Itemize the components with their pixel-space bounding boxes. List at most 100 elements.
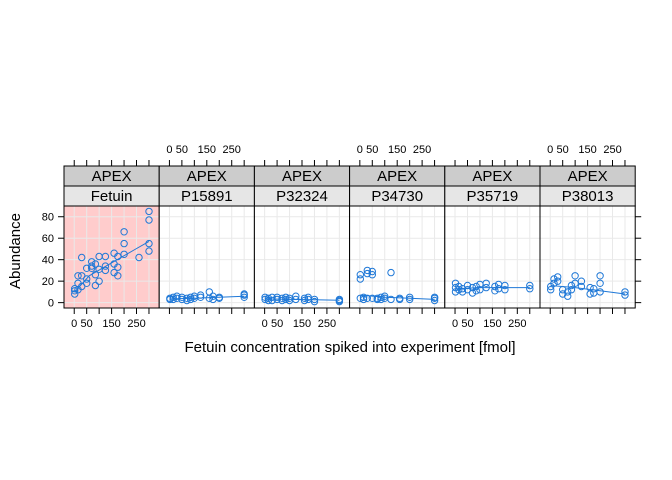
y-axis: 0 20 40 60 80 bbox=[42, 212, 642, 310]
data-point bbox=[368, 267, 376, 276]
data-point bbox=[114, 272, 122, 280]
data-point bbox=[120, 228, 128, 236]
data-point bbox=[91, 260, 100, 268]
data-point bbox=[135, 253, 143, 262]
data-point bbox=[368, 294, 376, 302]
data-point bbox=[396, 294, 404, 302]
data-point bbox=[240, 290, 248, 298]
strip-bottom-label: P35719 bbox=[467, 188, 519, 205]
data-point bbox=[491, 282, 499, 291]
data-point bbox=[482, 283, 490, 292]
panel-p34730: APEX P34730 0 50 150 250 bbox=[349, 144, 446, 314]
data-point bbox=[455, 286, 463, 294]
data-point bbox=[463, 286, 472, 294]
data-point bbox=[387, 268, 395, 277]
strip-top-label: APEX bbox=[187, 168, 227, 185]
data-point bbox=[335, 295, 344, 304]
x-tick-label-bottom: 0 bbox=[452, 318, 458, 330]
data-point bbox=[501, 281, 509, 290]
data-point bbox=[95, 277, 103, 285]
strip-bottom-label: P34730 bbox=[371, 188, 423, 205]
data-point bbox=[74, 272, 82, 280]
data-point bbox=[282, 295, 290, 304]
x-tick-label-bottom: 250 bbox=[508, 318, 526, 330]
data-point bbox=[88, 258, 96, 266]
data-point bbox=[166, 294, 174, 302]
x-tick-label-top: 50 bbox=[366, 144, 378, 156]
data-point bbox=[468, 289, 477, 297]
data-point bbox=[145, 247, 153, 255]
data-point bbox=[186, 293, 195, 301]
data-point bbox=[590, 285, 598, 293]
strip-top-label: APEX bbox=[282, 168, 322, 185]
data-point bbox=[356, 294, 364, 302]
y-axis-label: Abundance bbox=[7, 213, 24, 289]
y-tick-label: 0 bbox=[48, 298, 54, 310]
data-point bbox=[368, 271, 376, 279]
data-point bbox=[526, 285, 534, 293]
data-point bbox=[292, 292, 300, 300]
data-point bbox=[586, 283, 594, 292]
data-point bbox=[88, 262, 96, 270]
strip-bottom bbox=[539, 185, 636, 207]
data-point bbox=[356, 275, 364, 283]
data-point bbox=[559, 286, 567, 294]
panel-p32324: APEX P32324 0 50 150 250 bbox=[253, 160, 351, 330]
data-point bbox=[71, 287, 79, 295]
data-point bbox=[261, 295, 269, 304]
data-point bbox=[359, 295, 368, 304]
data-point bbox=[310, 295, 319, 304]
data-point bbox=[550, 279, 558, 287]
data-point bbox=[71, 285, 79, 293]
data-point bbox=[83, 275, 91, 283]
panel-p38013: APEX P38013 0 50 150 250 bbox=[539, 144, 636, 314]
data-point bbox=[621, 291, 629, 299]
data-point bbox=[114, 252, 122, 261]
data-point bbox=[559, 290, 567, 298]
data-point bbox=[455, 282, 463, 291]
data-point bbox=[300, 294, 309, 302]
panel-p35719: APEX P35719 0 50 150 250 bbox=[444, 160, 541, 330]
panel-fetuin: APEX Fetuin 0 50 150 250 bbox=[63, 160, 160, 330]
x-tick-label-bottom: 150 bbox=[483, 318, 501, 330]
data-point bbox=[120, 239, 128, 248]
x-tick-label-bottom: 250 bbox=[127, 318, 145, 330]
data-point bbox=[571, 272, 579, 280]
data-point bbox=[114, 263, 122, 271]
data-point bbox=[83, 279, 91, 287]
data-point bbox=[577, 277, 586, 285]
data-point bbox=[205, 288, 214, 296]
x-tick-label-bottom: 50 bbox=[81, 318, 93, 330]
strip-top-label: APEX bbox=[568, 168, 608, 185]
data-point bbox=[183, 294, 191, 302]
x-tick-label-top: 0 bbox=[357, 144, 363, 156]
x-tick-label-top: 250 bbox=[223, 144, 241, 156]
data-point bbox=[458, 288, 467, 296]
y-tick-label: 40 bbox=[42, 255, 54, 267]
x-tick-label-bottom: 150 bbox=[102, 318, 120, 330]
y-tick-label: 80 bbox=[42, 212, 54, 224]
strip-top-label: APEX bbox=[472, 168, 512, 185]
data-point bbox=[363, 266, 371, 275]
data-point bbox=[120, 250, 128, 259]
x-tick-label-top: 0 bbox=[166, 144, 172, 156]
data-point bbox=[363, 269, 371, 278]
strip-top-label: APEX bbox=[377, 168, 417, 185]
x-tick-label-bottom: 0 bbox=[71, 318, 77, 330]
data-point bbox=[381, 292, 389, 300]
data-point bbox=[292, 295, 300, 304]
x-tick-label-top: 50 bbox=[557, 144, 569, 156]
data-point bbox=[554, 273, 562, 281]
data-point bbox=[101, 266, 110, 275]
strip-top-label: APEX bbox=[92, 168, 132, 185]
data-point bbox=[215, 293, 224, 301]
data-point bbox=[596, 288, 604, 296]
data-point bbox=[501, 286, 509, 294]
strip-bottom-label: P32324 bbox=[276, 188, 328, 205]
x-tick-label-bottom: 250 bbox=[318, 318, 336, 330]
x-tick-label-top: 250 bbox=[413, 144, 431, 156]
data-point bbox=[101, 252, 110, 261]
data-point bbox=[387, 295, 395, 304]
data-point bbox=[472, 287, 480, 295]
